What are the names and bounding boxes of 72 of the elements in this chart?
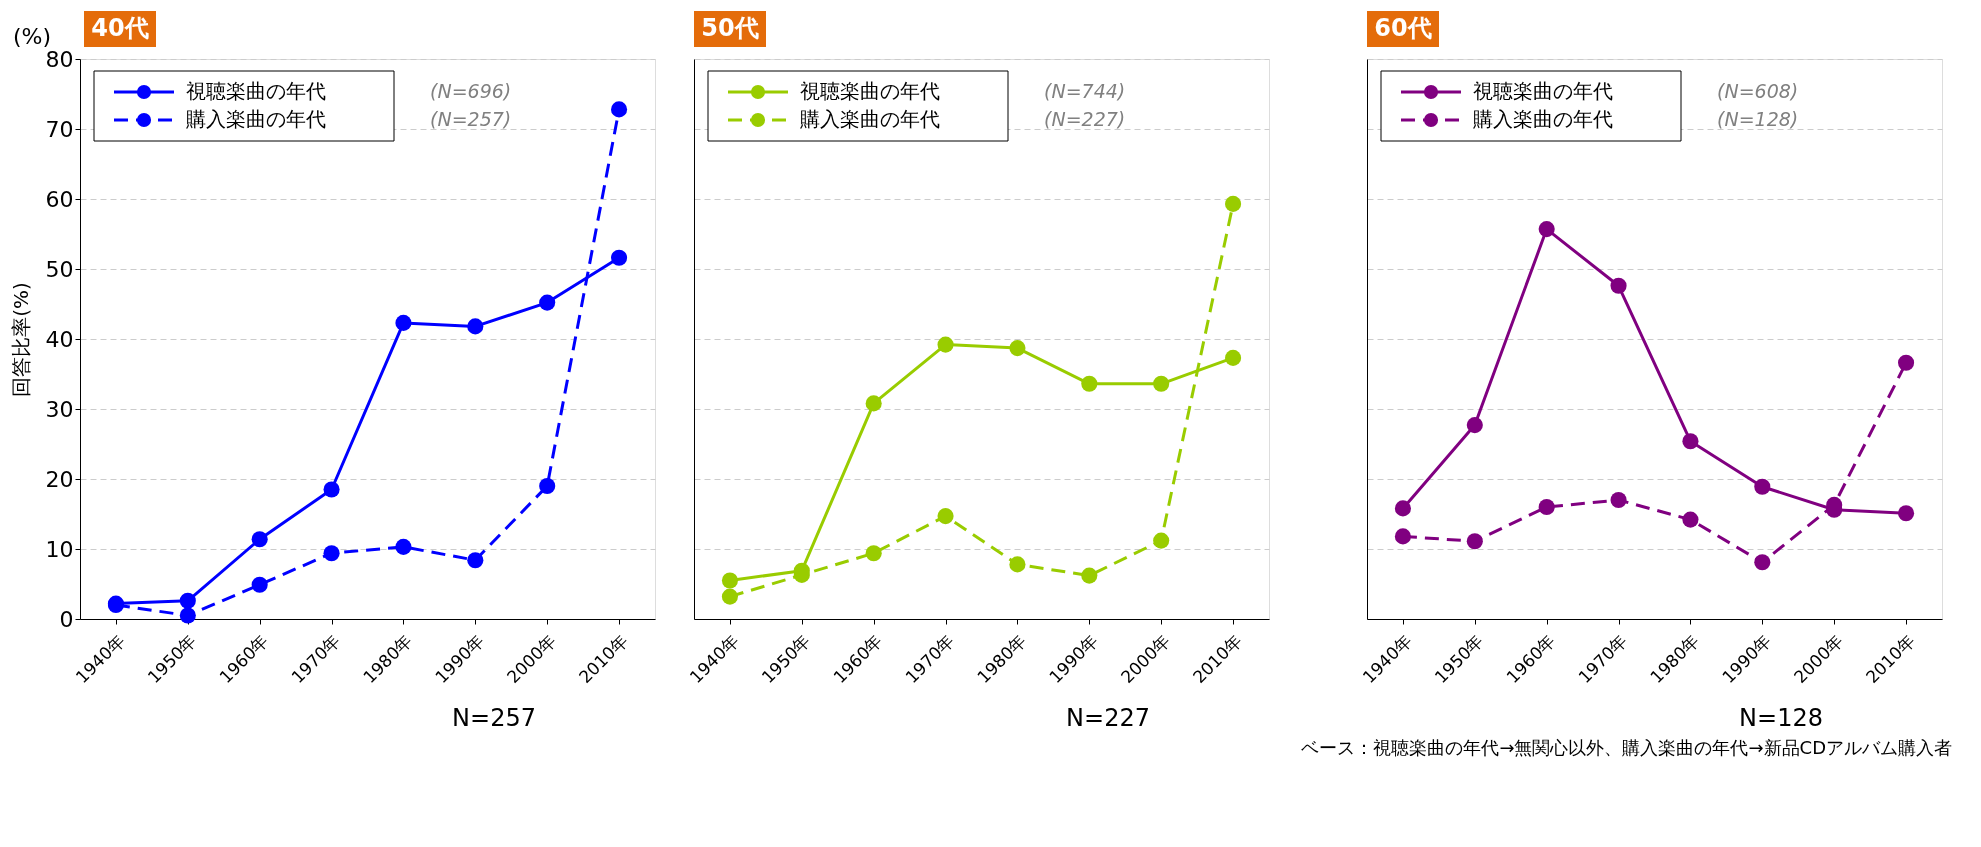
legend-label: 視聴楽曲の年代 — [186, 79, 326, 103]
point — [1225, 349, 1242, 366]
point — [721, 588, 738, 605]
point — [1754, 478, 1771, 495]
point — [251, 576, 268, 593]
y-tick-label: 10 — [45, 536, 74, 562]
text: (%) — [12, 24, 52, 49]
point — [1009, 556, 1026, 573]
point — [865, 395, 882, 412]
chart-title: 40代 — [91, 14, 149, 42]
point — [323, 545, 340, 562]
point — [323, 481, 340, 498]
point — [1009, 340, 1026, 357]
point — [395, 314, 412, 331]
legend-label: 購入楽曲の年代 — [186, 107, 326, 131]
point — [467, 552, 484, 569]
annotation: (N=696) — [430, 80, 512, 102]
y-tick-label: 0 — [59, 606, 74, 632]
annotation: (N=128) — [1717, 108, 1799, 130]
legend-label: 購入楽曲の年代 — [800, 107, 940, 131]
point — [1153, 532, 1170, 549]
text: N=227 — [1066, 704, 1150, 732]
y-tick-label: 20 — [45, 466, 74, 492]
point — [1081, 567, 1098, 584]
point — [611, 249, 628, 266]
text: N=128 — [1739, 704, 1823, 732]
annotation: (N=744) — [1044, 80, 1126, 102]
point — [539, 477, 556, 495]
point — [251, 531, 268, 548]
y-tick-label: 40 — [45, 326, 74, 352]
point — [1682, 433, 1699, 450]
point — [395, 538, 412, 555]
chart-title: 50代 — [701, 14, 759, 42]
chart-title: 60代 — [1374, 14, 1432, 42]
annotation: (N=227) — [1044, 108, 1126, 130]
legend-label: 視聴楽曲の年代 — [800, 79, 940, 103]
point — [1153, 375, 1170, 392]
annotation: (N=608) — [1717, 80, 1799, 102]
y-tick-label: 80 — [45, 46, 74, 72]
point — [937, 336, 954, 353]
point — [1538, 221, 1555, 238]
point — [1466, 417, 1483, 434]
point — [1394, 500, 1411, 517]
y-tick-label: 60 — [45, 186, 74, 212]
point — [1466, 533, 1483, 550]
point — [1394, 528, 1411, 545]
point — [1538, 498, 1555, 516]
y-tick-label: 70 — [45, 116, 74, 142]
point — [1898, 354, 1915, 371]
y-tick-label: 30 — [45, 396, 74, 422]
point — [179, 607, 196, 624]
text: ベース：視聴楽曲の年代→無関心以外、購入楽曲の年代→新品CDアルバム購入者 — [1301, 737, 1952, 758]
y-tick-label: 50 — [45, 256, 74, 282]
legend-label: 購入楽曲の年代 — [1473, 107, 1613, 131]
point — [1898, 505, 1915, 522]
point — [611, 101, 628, 118]
point — [1610, 277, 1627, 294]
point — [1682, 511, 1699, 528]
annotation: (N=257) — [430, 108, 512, 130]
point — [1225, 195, 1242, 212]
text: N=257 — [452, 704, 536, 732]
legend-label: 視聴楽曲の年代 — [1473, 79, 1613, 103]
point — [539, 294, 556, 311]
point — [865, 545, 882, 562]
point — [467, 318, 484, 335]
y-axis-title: 回答比率(%) — [8, 282, 33, 397]
point — [721, 572, 738, 589]
point — [179, 592, 196, 609]
point — [937, 508, 954, 525]
point — [1610, 491, 1627, 509]
point — [1081, 375, 1098, 392]
point — [1754, 554, 1771, 571]
